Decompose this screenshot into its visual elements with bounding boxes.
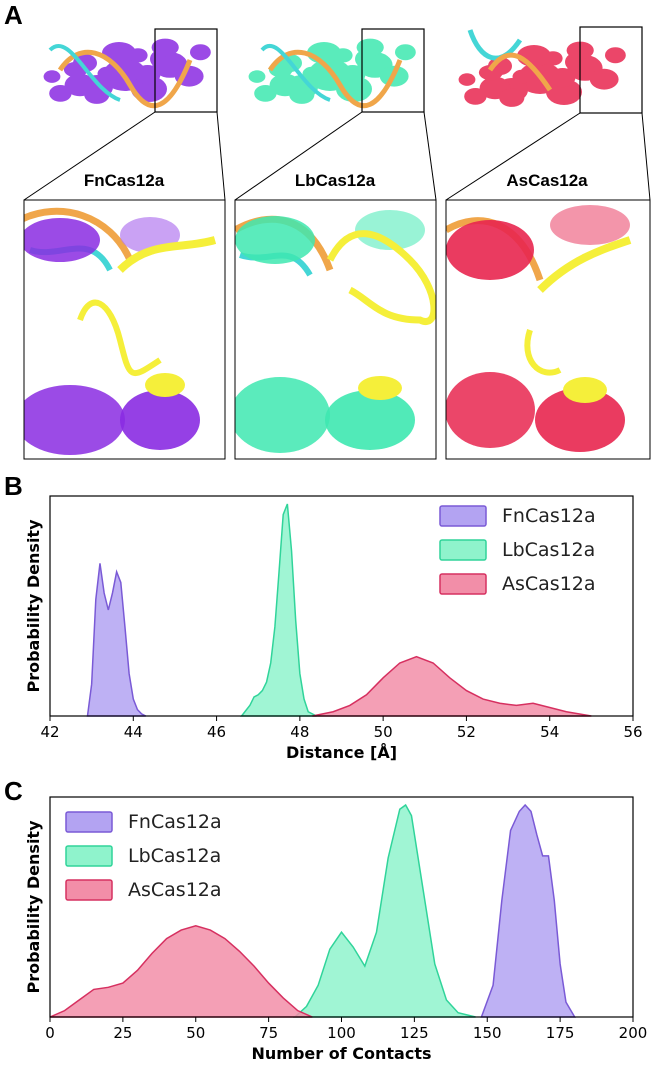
legend-label-ascas12a: AsCas12a — [502, 573, 596, 595]
series-area-lbcas12a — [292, 803, 476, 1018]
zoom-connectors — [23, 111, 651, 201]
structures-svg — [23, 26, 651, 460]
x-axis-label: Distance [Å] — [286, 743, 397, 762]
x-tick-label: 75 — [259, 1024, 278, 1042]
x-tick-label: 100 — [327, 1024, 356, 1042]
x-tick-label: 125 — [400, 1024, 429, 1042]
contacts-density-chart: 0 25 50 75 100 125 150 175 200 Number of Contacts… — [24, 796, 648, 1063]
lb-inset — [234, 199, 437, 460]
x-tick-label: 48 — [290, 723, 309, 741]
x-tick-label: 0 — [45, 1024, 55, 1042]
x-tick-label: 42 — [40, 723, 59, 741]
legend-label-ascas12a: AsCas12a — [128, 879, 222, 901]
as-overview-structure — [458, 26, 643, 114]
legend-label-lbcas12a: LbCas12a — [502, 539, 595, 561]
series-area-fncas12a — [480, 803, 577, 1018]
panel-c-letter: C — [4, 776, 23, 806]
x-tick-label: 175 — [546, 1024, 575, 1042]
panel-b-letter: B — [4, 471, 23, 501]
fn-overview-structure — [43, 28, 218, 113]
y-axis-label: Probability Density — [24, 820, 43, 994]
x-tick-label: 50 — [374, 723, 393, 741]
x-tick-label: 150 — [473, 1024, 502, 1042]
as-inset — [445, 199, 651, 460]
legend-swatch-ascas12a — [439, 573, 487, 595]
x-axis-label: Number of Contacts — [252, 1044, 432, 1063]
distance-density-chart: 42 44 46 48 50 52 54 56 Distance [Å] Probability … — [24, 495, 643, 762]
legend-swatch-lbcas12a — [439, 539, 487, 561]
series-area-ascas12a — [312, 655, 592, 717]
legend-swatch-fncas12a — [65, 811, 113, 833]
x-tick-label: 54 — [540, 723, 559, 741]
fn-inset — [23, 199, 226, 460]
legend-label-fncas12a: FnCas12a — [128, 811, 222, 833]
legend-swatch-lbcas12a — [65, 845, 113, 867]
x-tick-label: 52 — [457, 723, 476, 741]
legend-label-lbcas12a: LbCas12a — [128, 845, 221, 867]
x-tick-label: 25 — [113, 1024, 132, 1042]
legend-swatch-fncas12a — [439, 505, 487, 527]
x-tick-label: 200 — [619, 1024, 648, 1042]
lb-overview-structure — [248, 28, 425, 113]
x-tick-label: 44 — [124, 723, 143, 741]
series-area-fncas12a — [86, 563, 147, 717]
lb-inset-title: LbCas12a — [294, 171, 376, 190]
series-area-ascas12a — [49, 925, 313, 1018]
panel-a-letter: A — [4, 0, 23, 30]
x-tick-label: 50 — [186, 1024, 205, 1042]
plot-frame — [49, 495, 634, 717]
legend-label-fncas12a: FnCas12a — [502, 505, 596, 527]
x-tick-label: 46 — [207, 723, 226, 741]
panel-a-structures: A — [0, 0, 661, 470]
as-inset-title: AsCas12a — [506, 171, 588, 190]
legend-swatch-ascas12a — [65, 879, 113, 901]
series-area-lbcas12a — [240, 503, 317, 717]
fn-inset-title: FnCas12a — [83, 171, 165, 190]
x-tick-label: 56 — [623, 723, 642, 741]
y-axis-label: Probability Density — [24, 519, 43, 693]
